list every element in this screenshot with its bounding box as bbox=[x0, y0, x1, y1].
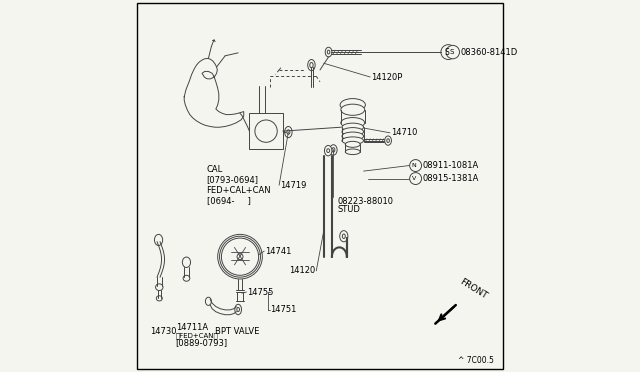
Text: 14741: 14741 bbox=[265, 247, 291, 256]
Text: CAL: CAL bbox=[207, 165, 223, 174]
Text: 〈FED+CAN〉: 〈FED+CAN〉 bbox=[175, 332, 218, 339]
Ellipse shape bbox=[205, 297, 211, 305]
Text: FRONT: FRONT bbox=[458, 278, 489, 301]
Text: 08360-8141D: 08360-8141D bbox=[461, 48, 518, 57]
Text: V: V bbox=[412, 176, 416, 181]
Ellipse shape bbox=[342, 128, 364, 136]
Text: S: S bbox=[444, 48, 449, 57]
Ellipse shape bbox=[346, 141, 360, 147]
Ellipse shape bbox=[287, 130, 290, 134]
Circle shape bbox=[237, 254, 243, 260]
Ellipse shape bbox=[235, 304, 241, 315]
Ellipse shape bbox=[326, 149, 330, 153]
Ellipse shape bbox=[342, 132, 364, 140]
Ellipse shape bbox=[340, 231, 348, 242]
Text: 08223-88010: 08223-88010 bbox=[338, 197, 394, 206]
Ellipse shape bbox=[325, 47, 332, 57]
Text: [0889-0793]: [0889-0793] bbox=[175, 339, 228, 347]
Text: 08915-1381A: 08915-1381A bbox=[422, 174, 479, 183]
Circle shape bbox=[410, 173, 422, 185]
Ellipse shape bbox=[154, 234, 163, 246]
Ellipse shape bbox=[183, 275, 190, 281]
Ellipse shape bbox=[342, 137, 364, 144]
Text: [0793-0694]: [0793-0694] bbox=[207, 175, 259, 184]
Circle shape bbox=[441, 45, 456, 60]
Ellipse shape bbox=[385, 136, 392, 145]
Text: N: N bbox=[412, 163, 417, 168]
Text: 14751: 14751 bbox=[270, 305, 296, 314]
Ellipse shape bbox=[308, 60, 315, 71]
Text: BPT VALVE: BPT VALVE bbox=[215, 327, 259, 336]
Ellipse shape bbox=[327, 50, 330, 54]
Text: 14120: 14120 bbox=[289, 266, 316, 275]
Ellipse shape bbox=[156, 284, 163, 291]
Ellipse shape bbox=[340, 99, 365, 111]
Circle shape bbox=[218, 234, 262, 279]
Ellipse shape bbox=[332, 148, 335, 152]
Ellipse shape bbox=[342, 234, 346, 238]
Text: 14711A: 14711A bbox=[175, 323, 208, 332]
Text: 14120P: 14120P bbox=[371, 73, 403, 81]
Text: STUD: STUD bbox=[338, 205, 361, 214]
Circle shape bbox=[446, 45, 460, 59]
Text: 14719: 14719 bbox=[280, 181, 306, 190]
Text: 08911-1081A: 08911-1081A bbox=[422, 161, 479, 170]
Text: [0694-     ]: [0694- ] bbox=[207, 196, 250, 205]
Text: ^ 7C00.5: ^ 7C00.5 bbox=[458, 356, 493, 365]
Ellipse shape bbox=[346, 149, 360, 155]
Ellipse shape bbox=[237, 307, 239, 312]
Text: 14710: 14710 bbox=[390, 128, 417, 137]
Bar bbox=[250, 113, 283, 149]
Ellipse shape bbox=[156, 296, 163, 301]
Ellipse shape bbox=[324, 145, 332, 156]
Circle shape bbox=[221, 238, 259, 275]
Ellipse shape bbox=[310, 62, 313, 68]
Circle shape bbox=[410, 160, 422, 171]
Ellipse shape bbox=[330, 145, 337, 155]
Ellipse shape bbox=[341, 118, 365, 128]
Text: 14755: 14755 bbox=[248, 288, 274, 296]
Ellipse shape bbox=[342, 123, 364, 131]
Text: 14730: 14730 bbox=[150, 327, 177, 336]
Ellipse shape bbox=[387, 139, 389, 142]
Text: S: S bbox=[449, 49, 454, 55]
Ellipse shape bbox=[341, 104, 365, 115]
Ellipse shape bbox=[285, 126, 292, 138]
Text: FED+CAL+CAN: FED+CAL+CAN bbox=[207, 186, 271, 195]
Ellipse shape bbox=[182, 257, 191, 267]
